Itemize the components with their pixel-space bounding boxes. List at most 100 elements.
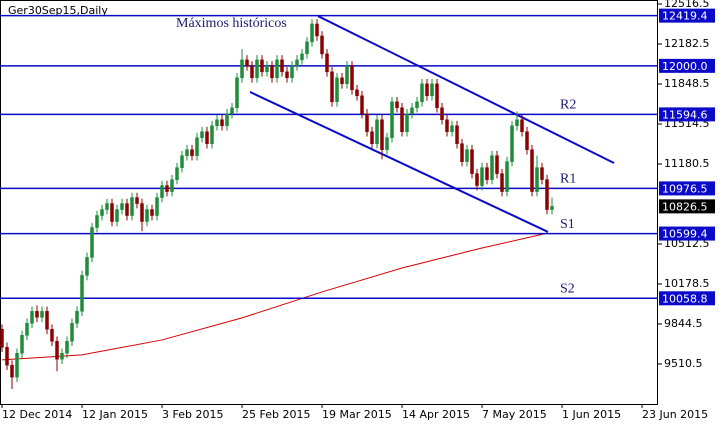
candle-body — [350, 65, 354, 91]
candle-body — [95, 215, 99, 228]
candle-body — [125, 203, 129, 216]
candle-body — [240, 59, 244, 79]
candle-body — [430, 83, 434, 97]
candle-body — [440, 107, 444, 120]
level-label-box — [659, 291, 715, 306]
candle-body — [145, 209, 149, 222]
chart-title: Ger30Sep15,Daily — [8, 4, 108, 17]
candle-body — [470, 149, 474, 174]
level-label-box — [659, 58, 715, 73]
candle-body — [540, 167, 544, 180]
candle-body — [45, 311, 49, 330]
level-label: 12419.4 — [662, 10, 708, 23]
candle-body — [345, 65, 349, 85]
candle-body — [0, 329, 4, 348]
candle-body — [445, 119, 449, 132]
level-name: R1 — [560, 172, 576, 187]
candle-body — [340, 77, 344, 85]
level-label-box — [659, 107, 715, 122]
candle-body — [300, 53, 304, 61]
y-tick-label: 11180.5 — [664, 157, 710, 170]
candle-body — [420, 83, 424, 103]
candle-body — [75, 311, 79, 324]
level-label: 12000.0 — [662, 60, 708, 73]
candle-body — [385, 137, 389, 150]
candle-body — [190, 149, 194, 156]
candle-body — [320, 35, 324, 55]
candle-body — [90, 227, 94, 258]
candle-body — [405, 113, 409, 132]
candle-body — [490, 155, 494, 180]
x-tick-label: 19 Mar 2015 — [322, 408, 392, 421]
candle-body — [400, 107, 404, 132]
y-tick-label: 9510.5 — [664, 357, 703, 370]
level-label: 10058.8 — [662, 292, 708, 305]
y-tick-label: 12516.5 — [664, 0, 710, 10]
candle-body — [285, 71, 289, 79]
candle-body — [65, 341, 69, 354]
x-tick-label: 12 Dec 2014 — [2, 408, 72, 421]
candle-body — [235, 77, 239, 109]
candle-body — [335, 77, 339, 103]
level-label: 11594.6 — [662, 108, 708, 121]
candle-body — [255, 59, 259, 79]
last-price-box — [659, 199, 715, 214]
candle-body — [380, 119, 384, 150]
candle-body — [120, 203, 124, 210]
candle-body — [260, 59, 264, 73]
candle-body — [310, 23, 314, 43]
candle-body — [510, 125, 514, 162]
candle-body — [110, 203, 114, 222]
candle-body — [55, 341, 59, 360]
candle-body — [50, 329, 54, 342]
candle-body — [435, 83, 439, 109]
candle-body — [475, 173, 479, 186]
candle-body — [150, 209, 154, 216]
candle-body — [375, 119, 379, 144]
candle-body — [210, 125, 214, 144]
plot-frame — [0, 0, 658, 405]
candle-body — [295, 59, 299, 67]
candle-body — [370, 131, 374, 144]
x-tick-label: 1 Jun 2015 — [562, 408, 621, 421]
candle-body — [530, 149, 534, 192]
candle-body — [485, 167, 489, 180]
last-price-label: 10826.5 — [662, 200, 708, 213]
candle-body — [460, 143, 464, 162]
x-tick-label: 12 Jan 2015 — [82, 408, 148, 421]
candle-body — [250, 65, 254, 79]
x-tick-label: 25 Feb 2015 — [242, 408, 310, 421]
trend-line — [317, 15, 615, 164]
level-label: 10976.5 — [662, 182, 708, 195]
candle-body — [365, 113, 369, 132]
annotation: Máximos históricos — [176, 16, 287, 31]
candle-body — [275, 59, 279, 79]
candle-body — [165, 185, 169, 192]
candle-body — [155, 197, 159, 216]
candle-body — [105, 203, 109, 210]
x-tick-label: 7 May 2015 — [482, 408, 547, 421]
candle-body — [450, 125, 454, 132]
candle-body — [220, 119, 224, 126]
y-tick-label: 11848.5 — [664, 77, 710, 90]
candle-body — [415, 101, 419, 109]
candle-body — [495, 155, 499, 174]
candle-body — [5, 346, 9, 366]
candle-body — [15, 352, 19, 378]
level-label-box — [659, 226, 715, 241]
candle-body — [225, 113, 229, 126]
candle-body — [425, 83, 429, 97]
candle-body — [10, 364, 14, 378]
x-tick-label: 3 Feb 2015 — [162, 408, 223, 421]
candle-body — [355, 89, 359, 97]
y-tick-label: 12182.5 — [664, 37, 710, 50]
candle-body — [535, 167, 539, 192]
x-tick-label: 23 Jun 2015 — [642, 408, 708, 421]
candle-body — [60, 352, 64, 360]
candle-body — [160, 185, 164, 198]
candle-body — [505, 161, 509, 192]
trend-line — [249, 91, 549, 233]
candle-body — [170, 179, 174, 192]
candle-body — [480, 167, 484, 186]
candle-body — [215, 119, 219, 126]
